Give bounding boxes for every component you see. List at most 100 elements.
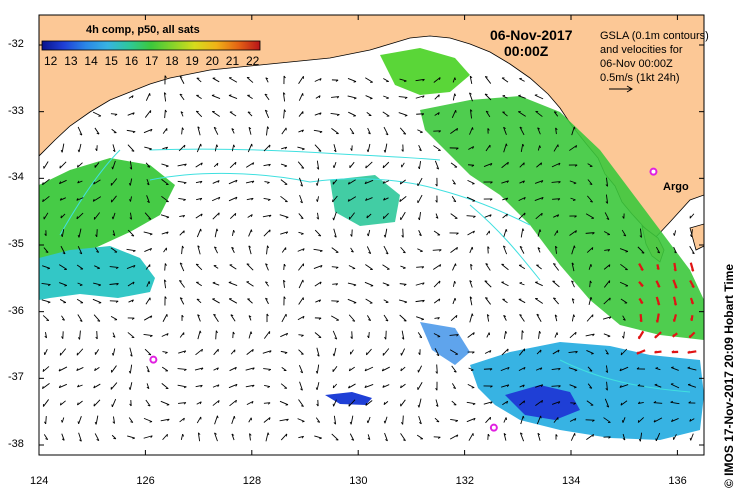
velocity-arrow-head	[469, 296, 473, 299]
velocity-arrow-head	[267, 386, 271, 388]
velocity-arrow-head	[167, 418, 170, 422]
velocity-arrow	[298, 76, 304, 84]
velocity-arrow	[76, 367, 84, 371]
velocity-arrow	[348, 314, 356, 322]
velocity-arrow-head	[217, 384, 220, 388]
velocity-arrow	[179, 332, 185, 338]
velocity-arrow-head	[58, 368, 61, 372]
velocity-arrow	[266, 126, 268, 136]
velocity-arrow-head	[96, 439, 100, 441]
velocity-arrow-head	[637, 401, 641, 404]
velocity-arrow-head	[382, 385, 385, 388]
velocity-arrow	[265, 297, 269, 305]
velocity-arrow	[213, 367, 219, 371]
velocity-arrow	[400, 179, 406, 185]
velocity-arrow-head	[455, 147, 459, 150]
velocity-arrow	[126, 129, 136, 133]
velocity-arrow-head	[335, 79, 339, 82]
velocity-arrow	[400, 348, 406, 356]
velocity-arrow-head	[200, 213, 203, 217]
velocity-arrow-head	[688, 401, 692, 404]
velocity-arrow-head	[541, 180, 544, 183]
sst-patch-coastal-green-1	[380, 48, 470, 95]
velocity-arrow	[368, 332, 370, 338]
velocity-arrow	[180, 111, 184, 117]
velocity-arrow-head	[654, 335, 656, 338]
velocity-arrow-head	[691, 285, 695, 288]
velocity-arrow	[129, 382, 133, 390]
velocity-arrow-head	[351, 438, 354, 441]
velocity-arrow-head	[473, 230, 475, 234]
velocity-arrow	[59, 161, 67, 169]
velocity-arrow	[95, 415, 99, 425]
velocity-arrow-head	[150, 315, 153, 319]
velocity-arrow-head	[95, 336, 98, 340]
velocity-arrow-head	[489, 214, 492, 218]
velocity-arrow	[587, 366, 593, 372]
velocity-arrow-head	[636, 367, 640, 370]
velocity-arrow	[230, 349, 236, 355]
velocity-arrow	[314, 112, 322, 116]
velocity-arrow	[281, 127, 287, 135]
velocity-arrow-head	[553, 297, 556, 300]
velocity-arrow	[485, 144, 491, 152]
velocity-arrow	[178, 402, 186, 404]
velocity-arrow-head	[248, 126, 252, 130]
velocity-arrow	[77, 282, 83, 286]
velocity-arrow-head	[503, 314, 507, 317]
velocity-arrow	[432, 249, 442, 251]
velocity-arrow	[262, 214, 272, 218]
velocity-arrow-head	[165, 352, 168, 354]
velocity-arrow	[348, 383, 356, 389]
velocity-arrow	[467, 179, 475, 185]
velocity-arrow	[586, 400, 594, 406]
velocity-arrow-head	[571, 280, 574, 283]
velocity-arrow-head	[623, 234, 626, 237]
velocity-arrow	[228, 77, 238, 83]
velocity-arrow	[196, 197, 202, 201]
velocity-arrow-head	[573, 386, 577, 389]
velocity-arrow-head	[622, 438, 626, 441]
velocity-arrow	[383, 95, 389, 99]
velocity-arrow	[347, 196, 357, 202]
velocity-arrow-head	[94, 368, 96, 371]
velocity-arrow	[468, 146, 474, 150]
velocity-arrow	[246, 400, 254, 406]
velocity-arrow	[126, 265, 136, 269]
velocity-arrow	[382, 384, 390, 388]
velocity-arrow-head	[402, 439, 406, 442]
velocity-arrow	[502, 245, 508, 255]
velocity-arrow	[417, 332, 423, 338]
velocity-arrow-head	[252, 349, 254, 352]
velocity-arrow	[585, 232, 595, 234]
velocity-arrow-head	[403, 283, 407, 286]
velocity-arrow-head	[150, 435, 153, 438]
velocity-arrow	[248, 245, 252, 255]
velocity-arrow	[673, 230, 677, 236]
velocity-arrow	[383, 299, 389, 303]
velocity-arrow	[298, 93, 304, 101]
velocity-arrow	[161, 366, 169, 372]
velocity-arrow	[347, 77, 357, 83]
velocity-arrow-head	[674, 286, 677, 289]
velocity-arrow-head	[216, 367, 219, 371]
velocity-arrow-head	[691, 269, 694, 272]
velocity-arrow	[398, 112, 408, 116]
velocity-arrow-head	[454, 93, 457, 97]
velocity-arrow-head	[419, 336, 422, 339]
velocity-arrow-head	[232, 331, 235, 335]
velocity-arrow	[144, 212, 152, 220]
velocity-arrow-head	[251, 180, 255, 184]
velocity-arrow	[78, 416, 82, 424]
velocity-arrow-head	[437, 112, 440, 115]
velocity-arrow	[92, 111, 102, 117]
velocity-arrow-head	[472, 351, 475, 354]
velocity-arrow	[501, 180, 509, 184]
velocity-arrow	[94, 265, 100, 269]
velocity-arrow	[41, 283, 51, 285]
velocity-arrow	[347, 282, 357, 286]
velocity-arrow	[364, 179, 374, 185]
velocity-arrow	[215, 330, 217, 340]
velocity-arrow	[589, 280, 591, 288]
velocity-arrow	[314, 332, 322, 338]
